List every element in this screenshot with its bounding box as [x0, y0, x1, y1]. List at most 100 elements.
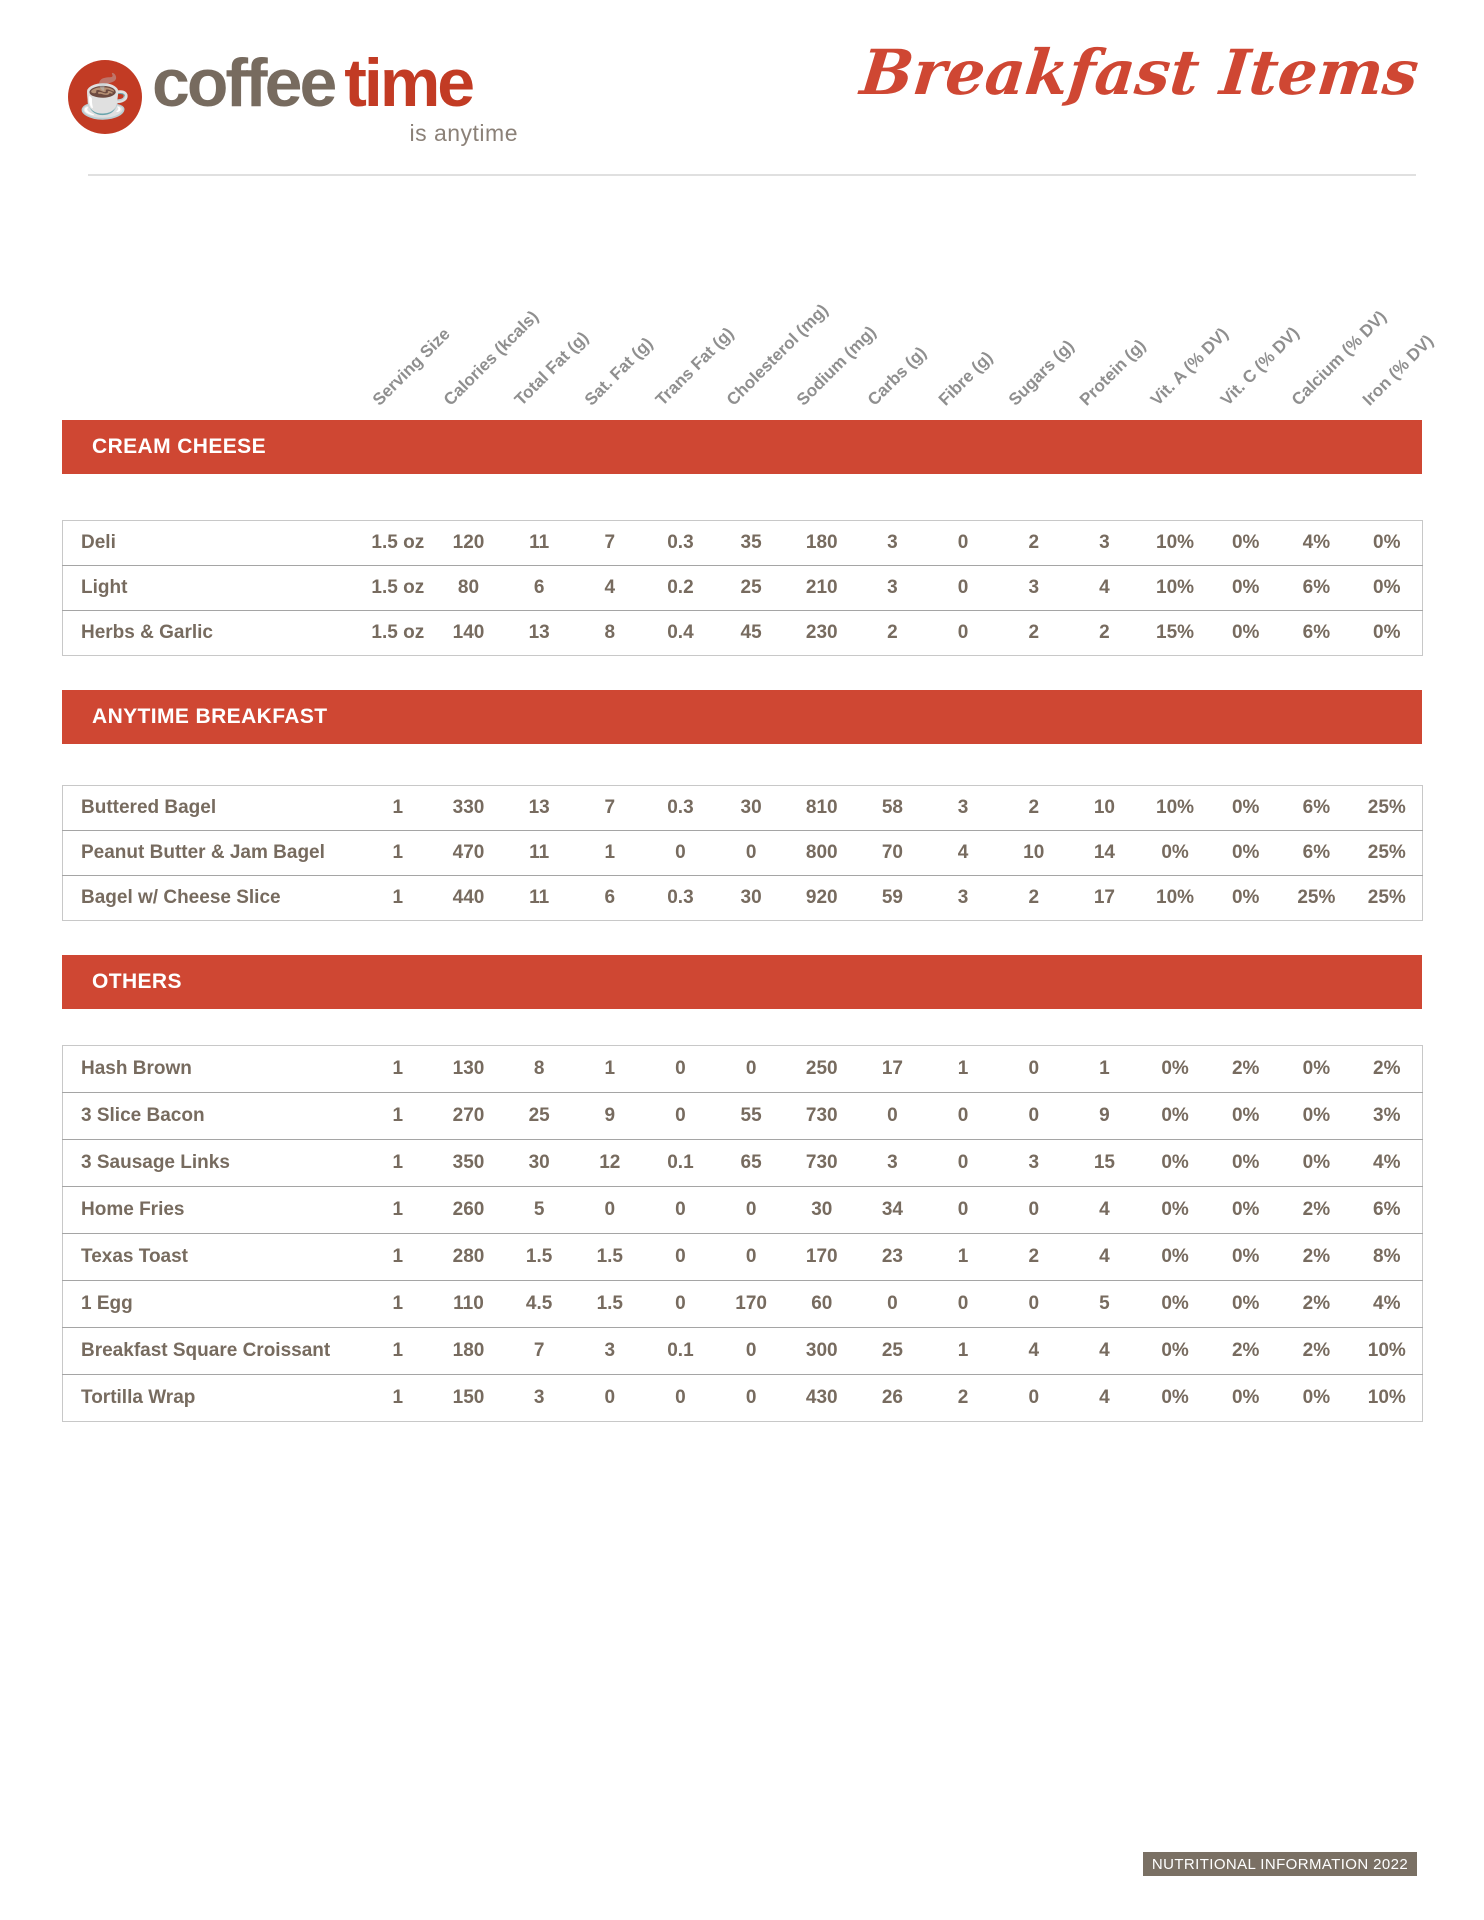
- table-row: Light 1.5 oz 80 6 4 0.2 25 210 3 0 3 4 10% 0% 6% 0%: [62, 565, 1423, 611]
- nutrition-value: 300: [786, 1327, 858, 1375]
- nutrition-value: 17: [1069, 875, 1140, 921]
- nutrition-value: 1: [362, 1139, 434, 1187]
- nutrition-value: 0: [927, 610, 999, 656]
- nutrition-value: 0: [857, 1092, 928, 1140]
- nutrition-value: 10: [998, 830, 1070, 876]
- nutrition-value: 7: [604, 797, 616, 818]
- nutrition-value: 0: [927, 1139, 999, 1187]
- column-headers: Serving Size Calories (kcals) Total Fat (g…: [62, 205, 1437, 410]
- nutrition-value: 0%: [1139, 1327, 1211, 1375]
- nutrition-value: 180: [805, 532, 838, 553]
- nutrition-value: 730: [786, 1092, 858, 1140]
- nutrition-value: 1: [574, 830, 646, 876]
- nutrition-value: 0.1: [645, 1327, 716, 1375]
- item-label: 3 Sausage Links: [62, 1139, 363, 1187]
- nutrition-value: 0%: [1210, 1233, 1282, 1281]
- column-header-11: Protein (g): [1075, 335, 1150, 410]
- table-row: Bagel w/ Cheese Slice 1 440 11 6 0.3 30 920 59 3 2…: [62, 875, 1423, 921]
- logo-tagline: is anytime: [409, 120, 518, 146]
- table-row: Hash Brown 1 130 8 1 0 0 250 17 1 0 1 0% 2% 0% 2%: [63, 1046, 1423, 1093]
- nutrition-value: 11: [529, 532, 550, 553]
- nutrition-value: 4: [1069, 1233, 1140, 1281]
- nutrition-value: 6: [574, 875, 646, 921]
- nutrition-value: 2: [1069, 610, 1140, 656]
- nutrition-value: 4%: [1351, 1139, 1423, 1187]
- nutrition-value: 25%: [1281, 875, 1352, 921]
- nutrition-value: 3: [503, 1374, 575, 1422]
- nutrition-value: 1: [957, 1058, 969, 1079]
- nutrition-value: 60: [786, 1280, 858, 1328]
- nutrition-value: 30: [503, 1139, 575, 1187]
- nutrition-value: 1: [927, 1327, 999, 1375]
- logo-wordmark: coffee time: [152, 44, 475, 122]
- nutrition-value: 4: [1069, 1374, 1140, 1422]
- nutrition-value: 3: [887, 532, 898, 553]
- nutrition-value: 1: [392, 1058, 404, 1079]
- item-label: Deli: [81, 532, 116, 553]
- nutrition-value: 0%: [1161, 1058, 1189, 1079]
- nutrition-value: 5: [503, 1186, 575, 1234]
- nutrition-value: 2%: [1281, 1327, 1352, 1375]
- nutrition-value: 80: [433, 565, 504, 611]
- nutrition-value: 350: [433, 1139, 504, 1187]
- nutrition-value: 11: [503, 830, 575, 876]
- nutrition-value: 730: [786, 1139, 858, 1187]
- nutrition-value: 10%: [1156, 797, 1195, 818]
- nutrition-value: 3: [998, 565, 1070, 611]
- nutrition-value: 120: [452, 532, 485, 553]
- nutrition-value: 0: [998, 1186, 1070, 1234]
- table-row: Peanut Butter & Jam Bagel 1 470 11 1 0 0 800 70 4…: [62, 830, 1423, 876]
- nutrition-value: 1: [604, 1058, 616, 1079]
- nutrition-value: 4: [1069, 1186, 1140, 1234]
- nutrition-value: 0%: [1351, 610, 1423, 656]
- nutrition-value: 0: [1028, 1058, 1040, 1079]
- nutrition-value: 0%: [1210, 830, 1282, 876]
- nutrition-value: 55: [715, 1092, 787, 1140]
- nutrition-value: 13: [503, 610, 575, 656]
- nutrition-value: 140: [433, 610, 504, 656]
- nutrition-value: 0: [927, 1186, 999, 1234]
- nutrition-value: 0%: [1210, 610, 1282, 656]
- section-header-cream-cheese: CREAM CHEESE: [62, 420, 1422, 474]
- nutrition-value: 1.5: [574, 1233, 646, 1281]
- nutrition-table-cream-cheese: Deli 1.5 oz 120 11 7 0.3 35 180 3 0 2 3 10% 0% 4% 0% Lig…: [62, 520, 1423, 656]
- nutrition-value: 8: [574, 610, 646, 656]
- nutrition-value: 440: [433, 875, 504, 921]
- nutrition-value: 1: [1099, 1058, 1110, 1079]
- nutrition-value: 0: [645, 830, 716, 876]
- column-header-9: Fibre (g): [934, 347, 997, 410]
- nutrition-value: 25%: [1351, 830, 1423, 876]
- item-label: Buttered Bagel: [81, 797, 217, 818]
- nutrition-value: 0: [645, 1280, 716, 1328]
- nutrition-value: 0: [715, 830, 787, 876]
- nutrition-value: 0: [574, 1374, 646, 1422]
- nutrition-value: 0%: [1139, 1186, 1211, 1234]
- nutrition-value: 4: [998, 1327, 1070, 1375]
- nutrition-value: 1: [362, 1233, 434, 1281]
- table-row: 3 Slice Bacon 1 270 25 9 0 55 730 0 0 0 9 0% 0% 0% 3%: [62, 1092, 1423, 1140]
- nutrition-value: 25: [715, 565, 787, 611]
- nutrition-value: 0: [998, 1280, 1070, 1328]
- nutrition-value: 0%: [1139, 830, 1211, 876]
- coffee-cup-icon: ☕: [68, 60, 142, 134]
- nutrition-value: 170: [715, 1280, 787, 1328]
- nutrition-value: 0.2: [645, 565, 716, 611]
- nutrition-value: 170: [786, 1233, 858, 1281]
- nutrition-value: 0%: [1231, 797, 1260, 818]
- nutrition-value: 30: [740, 797, 762, 818]
- item-label: Breakfast Square Croissant: [62, 1327, 363, 1375]
- nutrition-value: 1: [392, 797, 404, 818]
- nutrition-value: 800: [786, 830, 858, 876]
- nutrition-value: 0%: [1210, 1139, 1282, 1187]
- nutrition-value: 10: [1093, 797, 1115, 818]
- nutrition-value: 1: [362, 1280, 434, 1328]
- nutrition-value: 0%: [1210, 1186, 1282, 1234]
- nutrition-table-anytime-breakfast: Buttered Bagel 1 330 13 7 0.3 30 810 58 3 2 10 10% 0%…: [62, 785, 1423, 921]
- nutrition-value: 4: [1069, 1327, 1140, 1375]
- nutrition-value: 0%: [1281, 1092, 1352, 1140]
- item-label: Bagel w/ Cheese Slice: [62, 875, 363, 921]
- nutrition-value: 2%: [1281, 1233, 1352, 1281]
- item-label: Light: [62, 565, 363, 611]
- nutrition-value: 0: [998, 1092, 1070, 1140]
- nutrition-value: 1: [362, 1092, 434, 1140]
